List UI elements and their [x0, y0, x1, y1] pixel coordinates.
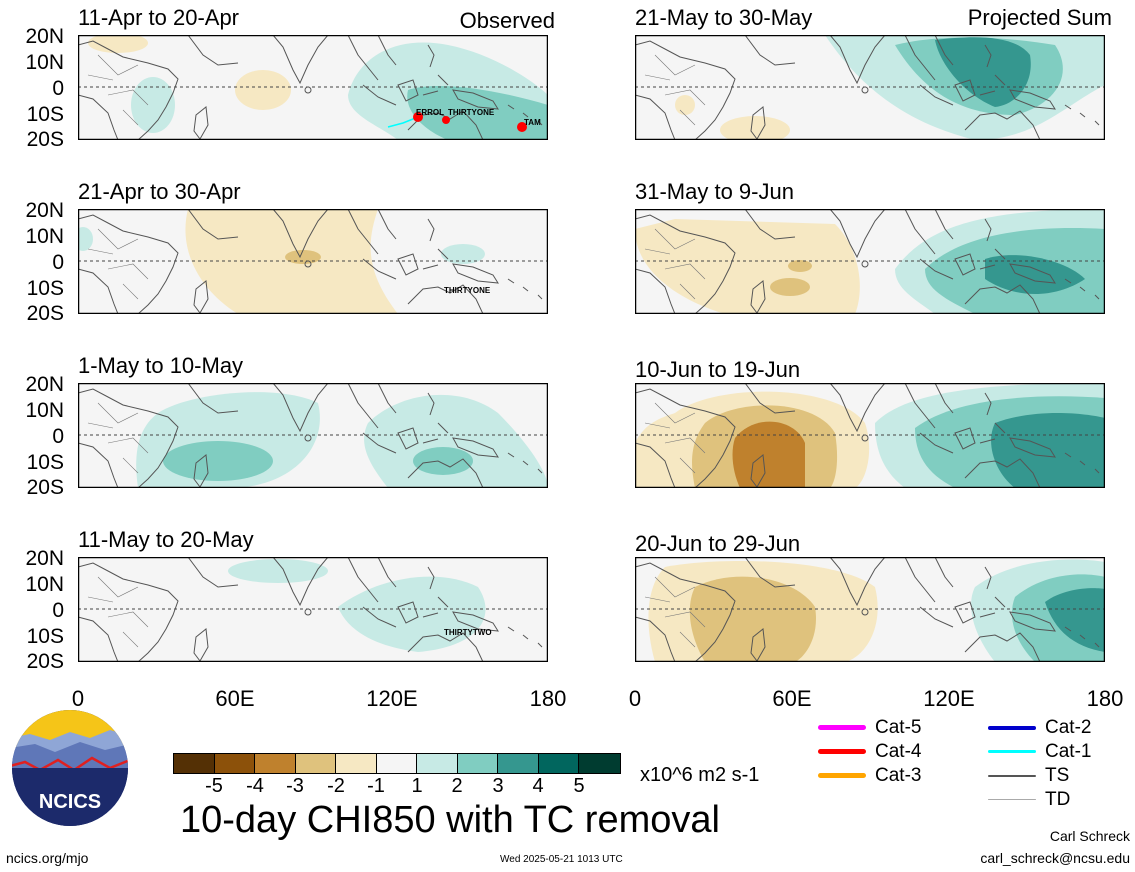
storm-track-errol: ERROL [387, 108, 444, 128]
panel-label-projected: Projected Sum [967, 5, 1112, 30]
legend-cat4: Cat-4 [818, 742, 921, 761]
legend-swatch-cat5 [818, 725, 866, 730]
colorbar-box-5 [376, 754, 417, 773]
legend-swatch-ts [988, 774, 1036, 777]
legend-swatch-cat3 [818, 773, 866, 778]
map-panel-8 [635, 557, 1105, 662]
colorbar-box-2 [255, 754, 296, 773]
svg-text:TAM: TAM [524, 118, 541, 127]
storm-label-thirtytwo: THIRTYTWO [444, 628, 492, 637]
legend-swatch-cat1 [988, 750, 1036, 753]
lat-labels-row-3: 20N 10N 0 10S 20S [25, 373, 64, 499]
legend-cat1: Cat-1 [988, 742, 1091, 761]
map-panel-2: THIRTYONE [78, 209, 548, 314]
footer-url[interactable]: ncics.org/mjo [6, 850, 89, 866]
map-panel-1: ERROL THIRTYONE TAM [78, 35, 548, 140]
legend-td: TD [988, 790, 1070, 809]
colorbar-box-3 [295, 754, 336, 773]
map-panel-4: THIRTYTWO [78, 557, 548, 662]
colorbar-box-4 [336, 754, 377, 773]
svg-text:NCICS: NCICS [39, 791, 101, 813]
panel-title-3: 1-May to 10-May [78, 353, 244, 378]
lat-labels-row-4: 20N 10N 0 10S 20S [25, 547, 64, 673]
storm-track-tam: TAM [517, 118, 541, 132]
footer-author: Carl Schreck [1049, 828, 1130, 844]
storm-track-thirtyone: THIRTYONE [442, 108, 495, 124]
panel-title-4: 11-May to 20-May [78, 527, 254, 552]
colorbar-box-9 [538, 754, 579, 773]
lat-labels-row-1: 20N 10N 0 10S 20S [25, 25, 64, 151]
map-panel-6 [635, 209, 1105, 314]
legend-cat2: Cat-2 [988, 718, 1091, 737]
legend-swatch-td [988, 799, 1036, 800]
colorbar-box-10 [579, 754, 620, 773]
panel-title-6: 31-May to 9-Jun [635, 179, 794, 204]
map-panel-7 [635, 383, 1105, 488]
panel-title-5: 21-May to 30-May [635, 5, 813, 30]
main-title: 10-day CHI850 with TC removal [180, 799, 720, 841]
panel-title-1: 11-Apr to 20-Apr [78, 5, 240, 30]
footer-timestamp: Wed 2025-05-21 1013 UTC [500, 854, 623, 865]
colorbar-box-7 [457, 754, 498, 773]
svg-text:ERROL: ERROL [416, 108, 444, 117]
legend-cat3: Cat-3 [818, 766, 921, 785]
storm-label-thirtyone: THIRTYONE [444, 286, 491, 295]
colorbar-units: x10^6 m2 s-1 [640, 764, 760, 786]
legend-cat5: Cat-5 [818, 718, 921, 737]
map-panel-5 [635, 35, 1105, 140]
legend-ts: TS [988, 766, 1069, 785]
panel-label-observed: Observed [459, 8, 555, 33]
panel-title-2: 21-Apr to 30-Apr [78, 179, 241, 204]
colorbar-box-6 [417, 754, 458, 773]
ncics-logo: NCICS [10, 708, 130, 828]
colorbar-box-0 [174, 754, 215, 773]
svg-text:THIRTYONE: THIRTYONE [448, 108, 495, 117]
colorbar-box-8 [498, 754, 539, 773]
lat-labels-row-2: 20N 10N 0 10S 20S [25, 199, 64, 325]
footer-email[interactable]: carl_schreck@ncsu.edu [980, 850, 1130, 866]
panel-title-8: 20-Jun to 29-Jun [635, 531, 801, 556]
legend-swatch-cat4 [818, 749, 866, 754]
colorbar-box-1 [214, 754, 255, 773]
map-panel-3 [78, 383, 548, 488]
legend-swatch-cat2 [988, 725, 1036, 730]
panel-title-7: 10-Jun to 19-Jun [635, 357, 801, 382]
colorbar [173, 753, 621, 774]
